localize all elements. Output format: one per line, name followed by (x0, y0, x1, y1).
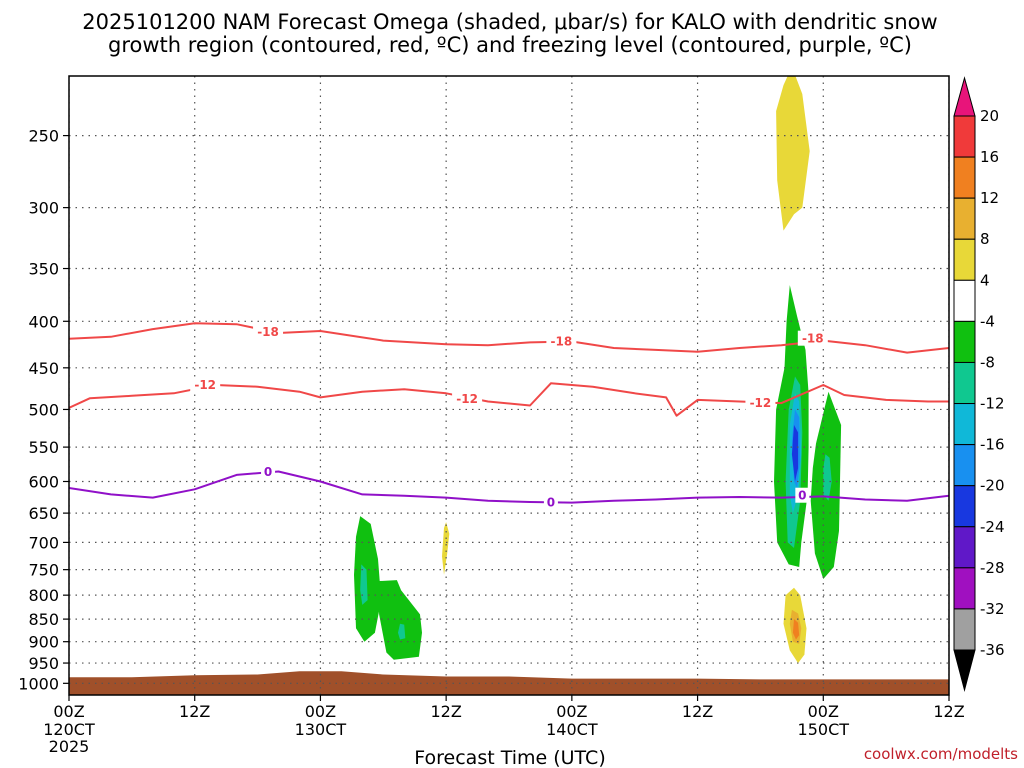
colorbar-label-4: 4 (980, 271, 990, 289)
colorbar: 20 16 12 8 4 -4 -8 -12 -16 -20 -24 -28 -32 -36 (953, 76, 1005, 692)
contour-label-bg-5 (745, 395, 776, 411)
x-tick-label-60: 12Z (682, 702, 713, 721)
contour-label-bg-2 (797, 330, 828, 346)
contour-label-0: -18 (257, 325, 279, 339)
omega-teal-cell-4 (823, 454, 832, 501)
y-tick-label-950: 950 (28, 654, 59, 673)
contour-label-2: -18 (802, 332, 824, 346)
plot-inner: -18 -18 -18 -12 -12 -12 0 0 0 (69, 76, 949, 695)
omega-yellow-cell-b (776, 76, 810, 231)
x-tick-label-36: 12Z (430, 702, 461, 721)
omega-green-cell-1 (354, 516, 382, 642)
plot-frame (68, 75, 950, 696)
y-tick-label-500: 500 (28, 400, 59, 419)
colorbar-label-12: -32 (980, 600, 1005, 618)
colorbar-bin-7 (953, 403, 976, 446)
colorbar-bin-3 (953, 238, 976, 281)
x-tick-label-24: 00Z (305, 702, 336, 721)
colorbar-label-5: -4 (980, 312, 995, 330)
contour-label-bg-1 (546, 333, 577, 349)
colorbar-bin-5 (953, 320, 976, 363)
x-tick-date-48: 140CT (546, 720, 598, 739)
omega-green-cell-2 (378, 580, 422, 660)
y-tick-label-800: 800 (28, 586, 59, 605)
colorbar-bin-2 (953, 197, 976, 240)
contour-label-bg-6 (261, 464, 276, 480)
x-tick-label-12: 12Z (179, 702, 210, 721)
x-tick-year-0: 2025 (49, 737, 90, 756)
x-tick-label-72: 00Z (808, 702, 839, 721)
contour-label-7: 0 (547, 496, 555, 510)
omega-darkblue-cell-3 (791, 425, 799, 482)
y-tick-label-250: 250 (28, 127, 59, 146)
colorbar-label-7: -12 (980, 395, 1005, 413)
colorbar-label-2: 12 (980, 189, 999, 207)
x-tick-label-48: 00Z (556, 702, 587, 721)
colorbar-label-9: -20 (980, 477, 1005, 495)
contour-label-4: -12 (456, 392, 478, 406)
x-tick-label-84: 12Z (933, 702, 964, 721)
x-tick-label-0: 00Z (53, 702, 84, 721)
colorbar-bin-1 (953, 156, 976, 199)
contour-label-bg-3 (190, 377, 221, 393)
y-tick-label-600: 600 (28, 472, 59, 491)
y-tick-label-900: 900 (28, 633, 59, 652)
colorbar-bin-9 (953, 485, 976, 528)
colorbar-top-arrow (953, 76, 976, 117)
y-tick-label-350: 350 (28, 260, 59, 279)
contour-label-bg-7 (543, 494, 558, 510)
contour-label-bg-0 (253, 324, 284, 340)
colorbar-label-11: -28 (980, 559, 1005, 577)
x-tick-date-0: 120CT (43, 720, 95, 739)
y-tick-label-1000: 1000 (18, 674, 59, 693)
contour-label-bg-4 (452, 391, 483, 407)
y-tick-label-300: 300 (28, 199, 59, 218)
colorbar-label-6: -8 (980, 353, 995, 371)
contour-label-bg-8 (795, 487, 810, 503)
contour-line-1 (69, 382, 949, 417)
x-axis-label: Forecast Time (UTC) (414, 747, 605, 768)
plot-area: -18 -18 -18 -12 -12 -12 0 0 0 250 300 350 400 450 500 5… (18, 75, 965, 756)
colorbar-bin-10 (953, 526, 976, 569)
colorbar-label-13: -36 (980, 641, 1005, 659)
omega-teal-cell-2 (398, 623, 406, 640)
colorbar-bin-6 (953, 361, 976, 405)
y-tick-label-400: 400 (28, 312, 59, 331)
y-tick-label-850: 850 (28, 610, 59, 629)
colorbar-label-8: -16 (980, 436, 1005, 454)
contour-label-3: -12 (194, 378, 216, 392)
omega-orange-cell-c (792, 619, 800, 640)
colorbar-label-0: 20 (980, 107, 999, 125)
colorbar-label-1: 16 (980, 148, 999, 166)
colorbar-bin-4 (953, 279, 976, 322)
colorbar-bottom-arrow (953, 649, 976, 692)
y-tick-label-550: 550 (28, 438, 59, 457)
colorbar-bin-0 (953, 115, 976, 158)
contour-label-1: -18 (551, 335, 573, 349)
ground-fill (69, 671, 949, 695)
colorbar-label-3: 8 (980, 230, 990, 248)
contour-label-5: -12 (750, 396, 772, 410)
y-tick-label-450: 450 (28, 359, 59, 378)
chart-title-line-2: growth region (contoured, red, ºC) and f… (108, 33, 912, 57)
y-tick-label-700: 700 (28, 533, 59, 552)
contour-label-6: 0 (264, 465, 272, 479)
colorbar-label-10: -24 (980, 518, 1005, 536)
colorbar-bin-11 (953, 567, 976, 610)
colorbar-bin-8 (953, 444, 976, 487)
y-tick-label-750: 750 (28, 561, 59, 580)
y-tick-label-650: 650 (28, 504, 59, 523)
credit-text: coolwx.com/modelts (864, 745, 1018, 763)
chart-title-line-1: 2025101200 NAM Forecast Omega (shaded, μ… (82, 10, 937, 34)
colorbar-bin-12 (953, 608, 976, 651)
omega-yellow-cell-a (442, 522, 450, 575)
x-tick-date-24: 130CT (295, 720, 347, 739)
x-tick-date-72: 150CT (798, 720, 850, 739)
contour-label-8: 0 (798, 489, 806, 503)
